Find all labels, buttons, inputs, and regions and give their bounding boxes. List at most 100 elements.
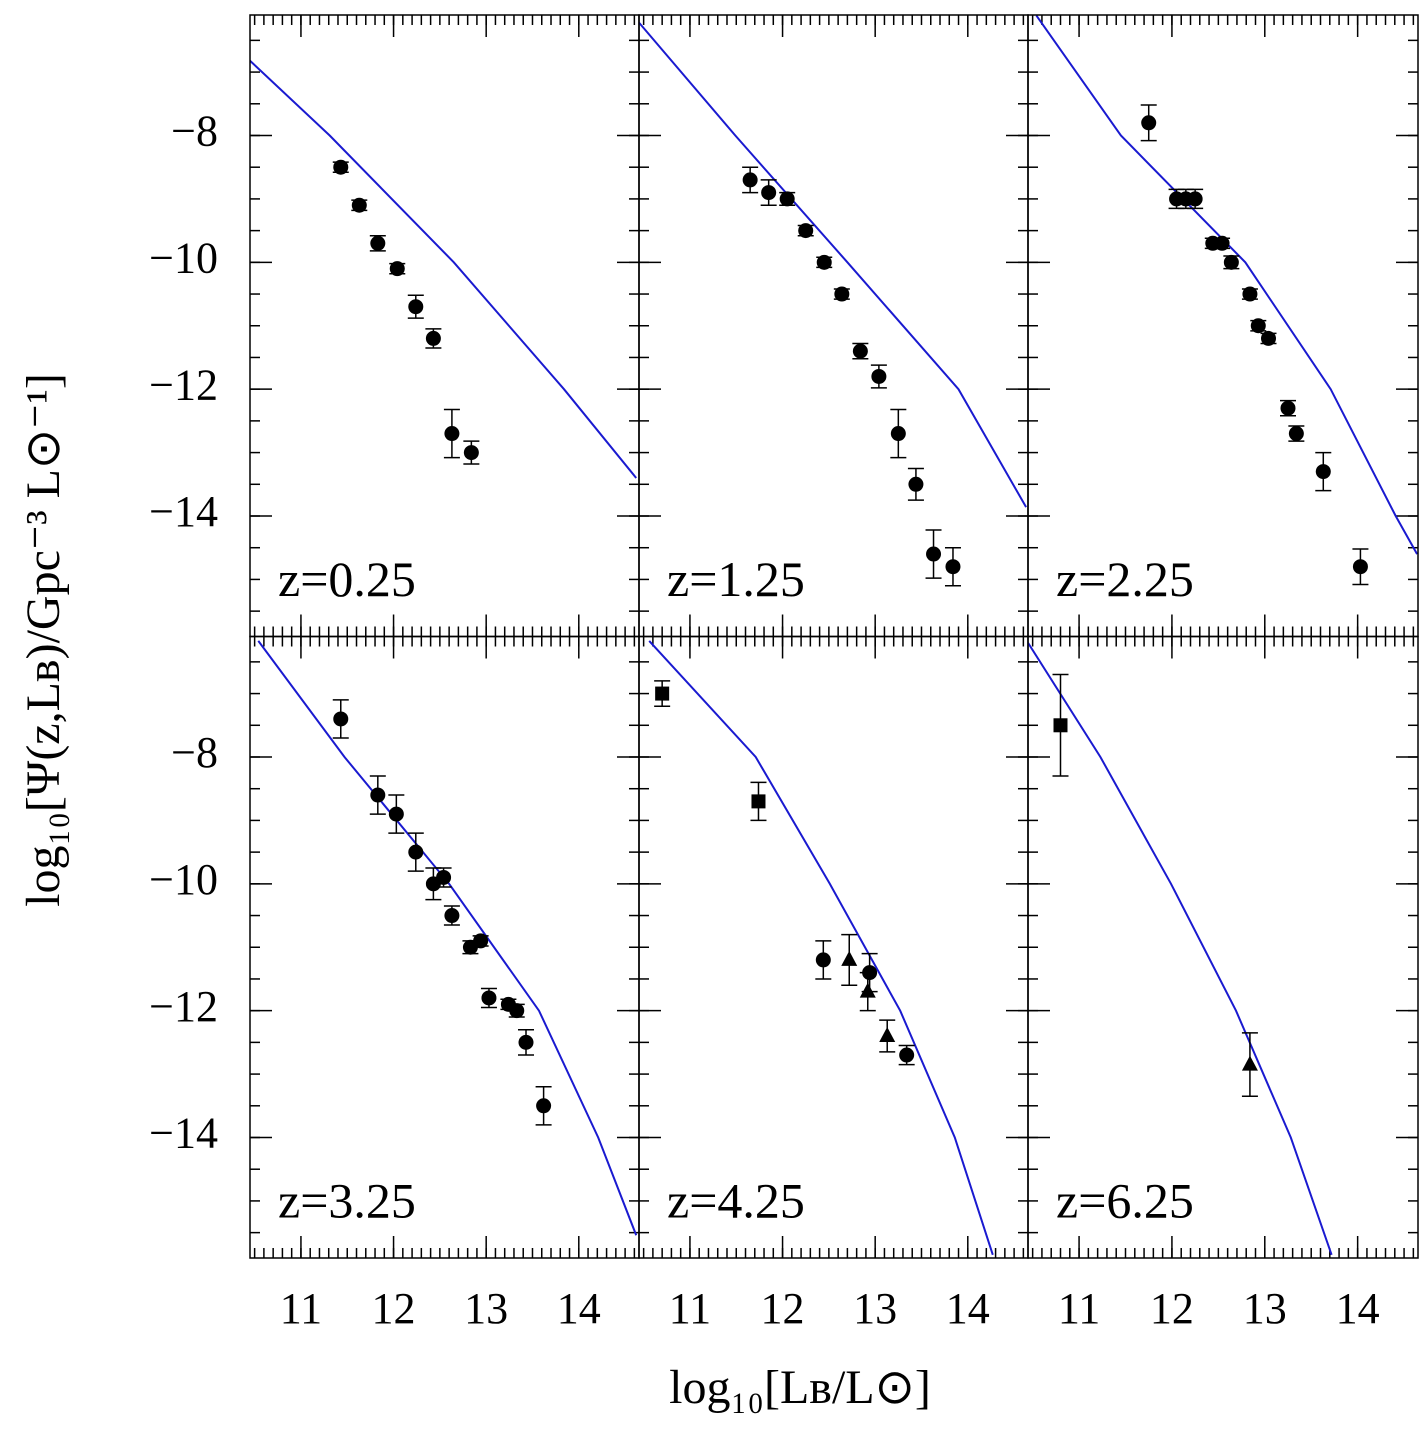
circle-marker xyxy=(1187,191,1203,207)
data-point xyxy=(351,197,368,213)
panel-frame xyxy=(638,14,1029,638)
y-tick-label: −12 xyxy=(149,982,218,1031)
circle-marker xyxy=(852,343,868,359)
data-point xyxy=(852,342,869,360)
data-point xyxy=(425,328,442,349)
circle-marker xyxy=(945,559,961,575)
data-point xyxy=(1315,451,1332,492)
data-point xyxy=(760,179,777,207)
circle-marker xyxy=(473,933,489,949)
panel-label: z=6.25 xyxy=(1056,1172,1194,1228)
data-point xyxy=(472,933,489,949)
y-tick-label: −8 xyxy=(171,728,218,777)
circle-marker xyxy=(926,546,942,562)
panel-frame xyxy=(1027,635,1419,1259)
data-point xyxy=(443,408,460,459)
data-point xyxy=(925,529,942,579)
circle-marker xyxy=(536,1098,552,1114)
data-point xyxy=(1260,330,1277,346)
data-point xyxy=(1288,425,1305,442)
circle-marker xyxy=(388,806,404,822)
data-point xyxy=(407,832,424,872)
data-point xyxy=(463,440,480,465)
data-point xyxy=(1223,254,1240,270)
x-tick-label: 12 xyxy=(1150,1284,1194,1333)
data-point xyxy=(870,364,887,389)
data-point xyxy=(797,223,814,239)
circle-marker xyxy=(1242,286,1258,302)
circle-marker xyxy=(481,990,497,1006)
circle-marker xyxy=(518,1034,534,1050)
data-point xyxy=(518,1028,535,1056)
x-tick-label: 11 xyxy=(280,1284,322,1333)
square-marker xyxy=(1053,718,1068,733)
data-point xyxy=(816,254,833,270)
x-tick-label: 13 xyxy=(853,1284,897,1333)
data-point xyxy=(815,940,832,980)
circle-marker xyxy=(408,299,424,315)
y-tick-label: −10 xyxy=(149,233,218,282)
x-tick-label: 11 xyxy=(669,1284,711,1333)
circle-marker xyxy=(1214,235,1230,251)
x-tick-label: 13 xyxy=(464,1284,508,1333)
circle-marker xyxy=(1280,400,1296,416)
data-point xyxy=(1214,235,1231,251)
data-point xyxy=(443,905,460,926)
data-point xyxy=(742,166,759,194)
circle-marker xyxy=(834,286,850,302)
x-tick-label: 14 xyxy=(946,1284,990,1333)
circle-marker xyxy=(444,426,460,442)
data-point xyxy=(750,781,767,822)
circle-marker xyxy=(370,235,386,251)
data-point xyxy=(407,294,424,319)
y-tick-label: −14 xyxy=(149,1109,218,1158)
circle-marker xyxy=(1288,426,1304,442)
x-tick-label: 13 xyxy=(1243,1284,1287,1333)
circle-marker xyxy=(389,261,405,277)
data-point xyxy=(898,1044,915,1066)
circle-marker xyxy=(370,787,386,803)
triangle-marker xyxy=(879,1027,896,1043)
circle-marker xyxy=(509,1003,525,1019)
y-axis-label: log₁₀[Ψ(z,Lʙ)/Gpc⁻³ L⊙⁻¹] xyxy=(17,373,70,907)
y-tick-label: −10 xyxy=(149,855,218,904)
circle-marker xyxy=(333,159,349,175)
data-point xyxy=(508,1003,525,1019)
data-point xyxy=(1250,318,1267,334)
circle-marker xyxy=(425,330,441,346)
circle-marker xyxy=(816,254,832,270)
circle-marker xyxy=(779,191,795,207)
circle-marker xyxy=(408,844,424,860)
circle-marker xyxy=(1352,559,1368,575)
x-tick-label: 12 xyxy=(761,1284,805,1333)
data-point xyxy=(435,867,452,888)
panel-frame xyxy=(249,14,640,638)
circle-marker xyxy=(908,476,924,492)
circle-marker xyxy=(463,445,479,461)
square-marker xyxy=(751,794,766,809)
data-point xyxy=(389,261,406,277)
data-point xyxy=(654,680,671,708)
data-point xyxy=(841,933,858,987)
y-tick-label: −8 xyxy=(171,107,218,156)
panel-frame xyxy=(249,635,640,1259)
data-point xyxy=(879,1019,896,1053)
x-tick-label: 14 xyxy=(1336,1284,1380,1333)
circle-marker xyxy=(742,172,758,188)
data-point xyxy=(332,159,349,175)
data-point xyxy=(859,971,876,1012)
model-curve xyxy=(648,640,994,1256)
data-point xyxy=(944,546,961,587)
data-point xyxy=(1352,548,1369,586)
data-point xyxy=(1052,673,1069,777)
circle-marker xyxy=(798,223,814,239)
data-point xyxy=(388,794,405,834)
circle-marker xyxy=(1141,115,1157,131)
panel-label: z=2.25 xyxy=(1056,551,1194,607)
x-tick-label: 11 xyxy=(1058,1284,1100,1333)
triangle-marker xyxy=(841,950,858,966)
data-point xyxy=(779,191,796,207)
y-tick-label: −12 xyxy=(149,360,218,409)
model-curve xyxy=(250,59,637,479)
